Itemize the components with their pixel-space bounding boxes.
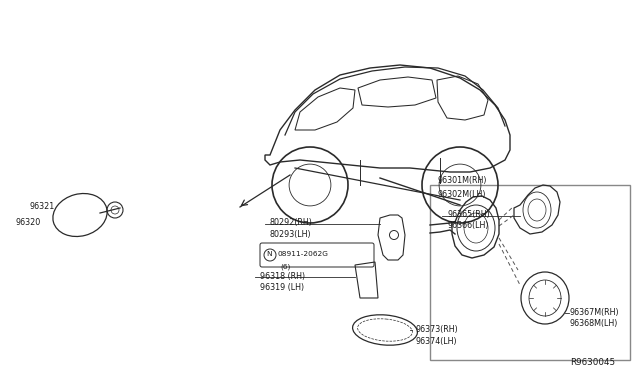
- Text: N: N: [266, 251, 271, 257]
- Text: 96374(LH): 96374(LH): [415, 337, 456, 346]
- Text: R9630045: R9630045: [570, 358, 615, 367]
- Text: 96301M(RH): 96301M(RH): [438, 176, 488, 185]
- Text: 08911-2062G: 08911-2062G: [278, 251, 329, 257]
- Text: 96366(LH): 96366(LH): [447, 221, 488, 230]
- Text: 96302M(LH): 96302M(LH): [438, 190, 486, 199]
- Text: (6): (6): [280, 264, 291, 270]
- Text: 96367M(RH): 96367M(RH): [570, 308, 620, 317]
- Text: 80292(RH): 80292(RH): [270, 218, 313, 227]
- Text: 96320: 96320: [15, 218, 40, 227]
- Text: 80293(LH): 80293(LH): [270, 230, 312, 239]
- Text: 96365(RH): 96365(RH): [447, 210, 490, 219]
- Text: 96318 (RH): 96318 (RH): [260, 272, 305, 281]
- Text: 96368M(LH): 96368M(LH): [570, 319, 618, 328]
- Text: 96373(RH): 96373(RH): [415, 325, 458, 334]
- Text: 96319 (LH): 96319 (LH): [260, 283, 304, 292]
- Text: 96321: 96321: [30, 202, 55, 211]
